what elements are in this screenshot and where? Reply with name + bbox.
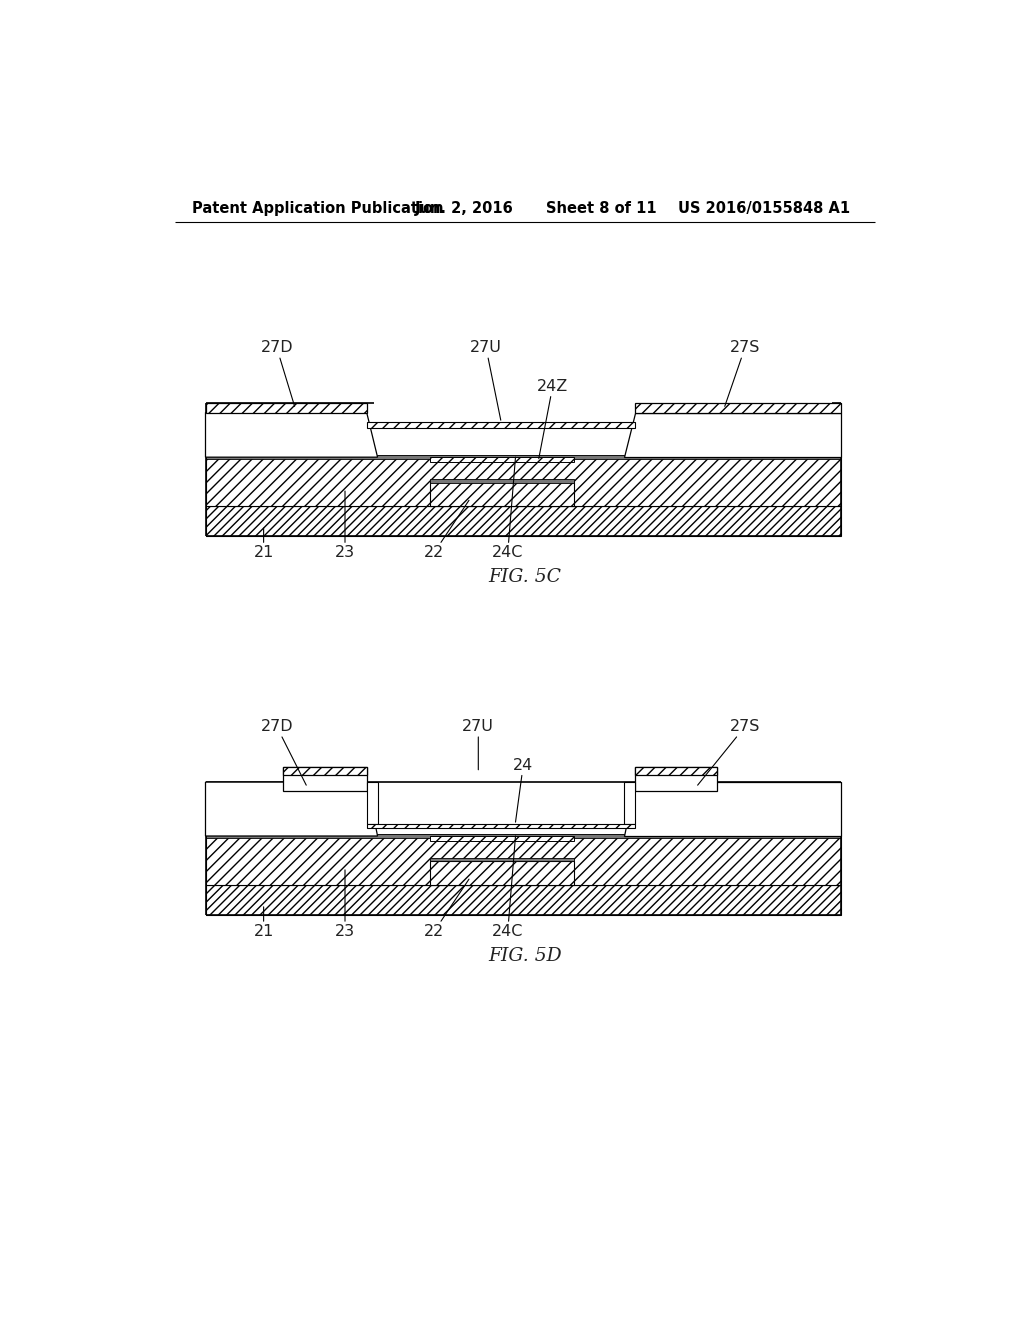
- Text: 24: 24: [513, 758, 534, 822]
- Polygon shape: [206, 404, 367, 412]
- Polygon shape: [367, 422, 635, 428]
- Text: 24Z: 24Z: [537, 379, 568, 459]
- Polygon shape: [624, 412, 841, 457]
- Polygon shape: [635, 767, 717, 775]
- Polygon shape: [206, 455, 841, 459]
- Polygon shape: [430, 457, 573, 462]
- Polygon shape: [430, 482, 573, 507]
- Text: Sheet 8 of 11: Sheet 8 of 11: [547, 201, 657, 216]
- Text: 21: 21: [253, 907, 273, 939]
- Text: 22: 22: [424, 500, 469, 560]
- Text: 27D: 27D: [260, 341, 295, 407]
- Text: 22: 22: [424, 879, 469, 939]
- Text: 24C: 24C: [493, 836, 523, 939]
- Polygon shape: [624, 781, 635, 824]
- Text: 27D: 27D: [260, 719, 306, 785]
- Polygon shape: [206, 457, 841, 507]
- Polygon shape: [206, 834, 841, 838]
- Text: 23: 23: [335, 870, 355, 939]
- Polygon shape: [624, 781, 841, 836]
- Polygon shape: [367, 781, 378, 824]
- Polygon shape: [206, 886, 841, 915]
- Polygon shape: [206, 412, 378, 457]
- Polygon shape: [206, 507, 841, 536]
- Text: US 2016/0155848 A1: US 2016/0155848 A1: [678, 201, 850, 216]
- Polygon shape: [430, 836, 573, 841]
- Polygon shape: [635, 404, 841, 412]
- Text: 27U: 27U: [470, 341, 502, 420]
- Polygon shape: [430, 479, 573, 483]
- Polygon shape: [206, 781, 378, 836]
- Text: FIG. 5C: FIG. 5C: [488, 569, 561, 586]
- Polygon shape: [367, 824, 635, 829]
- Text: 21: 21: [253, 528, 273, 560]
- Polygon shape: [206, 836, 841, 886]
- Text: 23: 23: [335, 491, 355, 560]
- Text: Patent Application Publication: Patent Application Publication: [193, 201, 443, 216]
- Polygon shape: [283, 767, 367, 792]
- Text: 24C: 24C: [493, 457, 523, 560]
- Text: 27S: 27S: [697, 719, 760, 785]
- Text: 27S: 27S: [725, 341, 760, 407]
- Text: FIG. 5D: FIG. 5D: [488, 948, 561, 965]
- Polygon shape: [635, 767, 717, 792]
- Polygon shape: [430, 861, 573, 886]
- Text: Jun. 2, 2016: Jun. 2, 2016: [415, 201, 513, 216]
- Polygon shape: [283, 767, 367, 775]
- Text: 27U: 27U: [463, 719, 495, 770]
- Polygon shape: [430, 858, 573, 862]
